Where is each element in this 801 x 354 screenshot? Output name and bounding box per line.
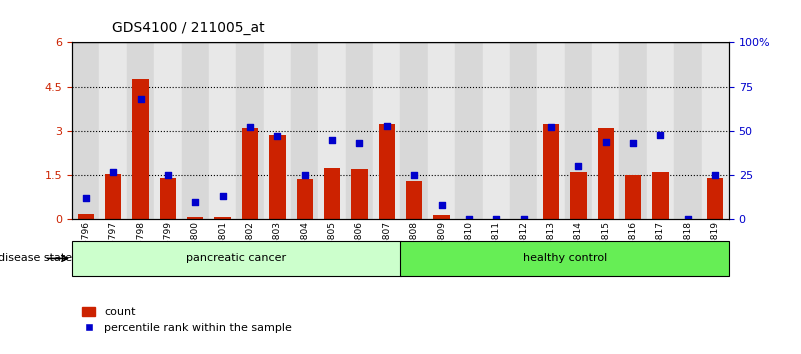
Bar (570, 172, 586, 219)
Bar (264, 42, 291, 219)
Bar (592, 42, 619, 219)
Bar (159, 178, 176, 219)
Point (517, 217, 530, 222)
Bar (406, 181, 422, 219)
Bar (625, 175, 642, 219)
Text: pancreatic cancer: pancreatic cancer (186, 253, 286, 263)
Bar (105, 174, 122, 219)
Bar (291, 42, 318, 219)
Bar (455, 42, 482, 219)
Point (298, 172, 311, 178)
Text: disease state: disease state (0, 253, 72, 263)
Bar (242, 128, 258, 219)
Point (654, 132, 667, 137)
Point (134, 96, 147, 102)
Bar (318, 42, 346, 219)
Point (626, 141, 639, 146)
Point (682, 217, 694, 222)
Text: GDS4100 / 211005_at: GDS4100 / 211005_at (112, 21, 265, 35)
Point (107, 169, 119, 175)
Bar (598, 128, 614, 219)
Point (380, 123, 393, 129)
Point (162, 172, 175, 178)
Bar (652, 172, 669, 219)
Bar (324, 168, 340, 219)
Point (189, 199, 202, 205)
Bar (346, 42, 373, 219)
Text: healthy control: healthy control (522, 253, 607, 263)
Bar (510, 42, 537, 219)
Point (435, 202, 448, 208)
Point (353, 141, 366, 146)
Bar (154, 42, 182, 219)
Point (490, 217, 503, 222)
Point (572, 164, 585, 169)
Point (462, 217, 475, 222)
Bar (72, 241, 400, 276)
Bar (674, 42, 702, 219)
Bar (400, 42, 428, 219)
Bar (182, 42, 209, 219)
Point (709, 172, 722, 178)
Bar (72, 42, 99, 219)
Bar (296, 179, 313, 219)
Point (326, 137, 339, 143)
Bar (132, 79, 149, 219)
Point (216, 194, 229, 199)
Bar (428, 42, 455, 219)
Bar (433, 215, 450, 219)
Bar (215, 217, 231, 219)
Bar (619, 42, 646, 219)
Point (408, 172, 421, 178)
Bar (127, 42, 154, 219)
Bar (373, 42, 400, 219)
Bar (351, 169, 368, 219)
Bar (543, 124, 559, 219)
Bar (209, 42, 236, 219)
Point (79, 195, 92, 201)
Bar (379, 124, 395, 219)
Bar (99, 42, 127, 219)
Bar (702, 42, 729, 219)
Bar (707, 178, 723, 219)
Bar (78, 214, 94, 219)
Point (545, 125, 557, 130)
Bar (400, 241, 729, 276)
Bar (537, 42, 565, 219)
Bar (236, 42, 264, 219)
Bar (646, 42, 674, 219)
Legend: count, percentile rank within the sample: count, percentile rank within the sample (78, 303, 296, 338)
Point (271, 133, 284, 139)
Bar (482, 42, 510, 219)
Bar (187, 217, 203, 219)
Point (599, 139, 612, 144)
Bar (269, 135, 285, 219)
Bar (565, 42, 592, 219)
Point (244, 125, 256, 130)
